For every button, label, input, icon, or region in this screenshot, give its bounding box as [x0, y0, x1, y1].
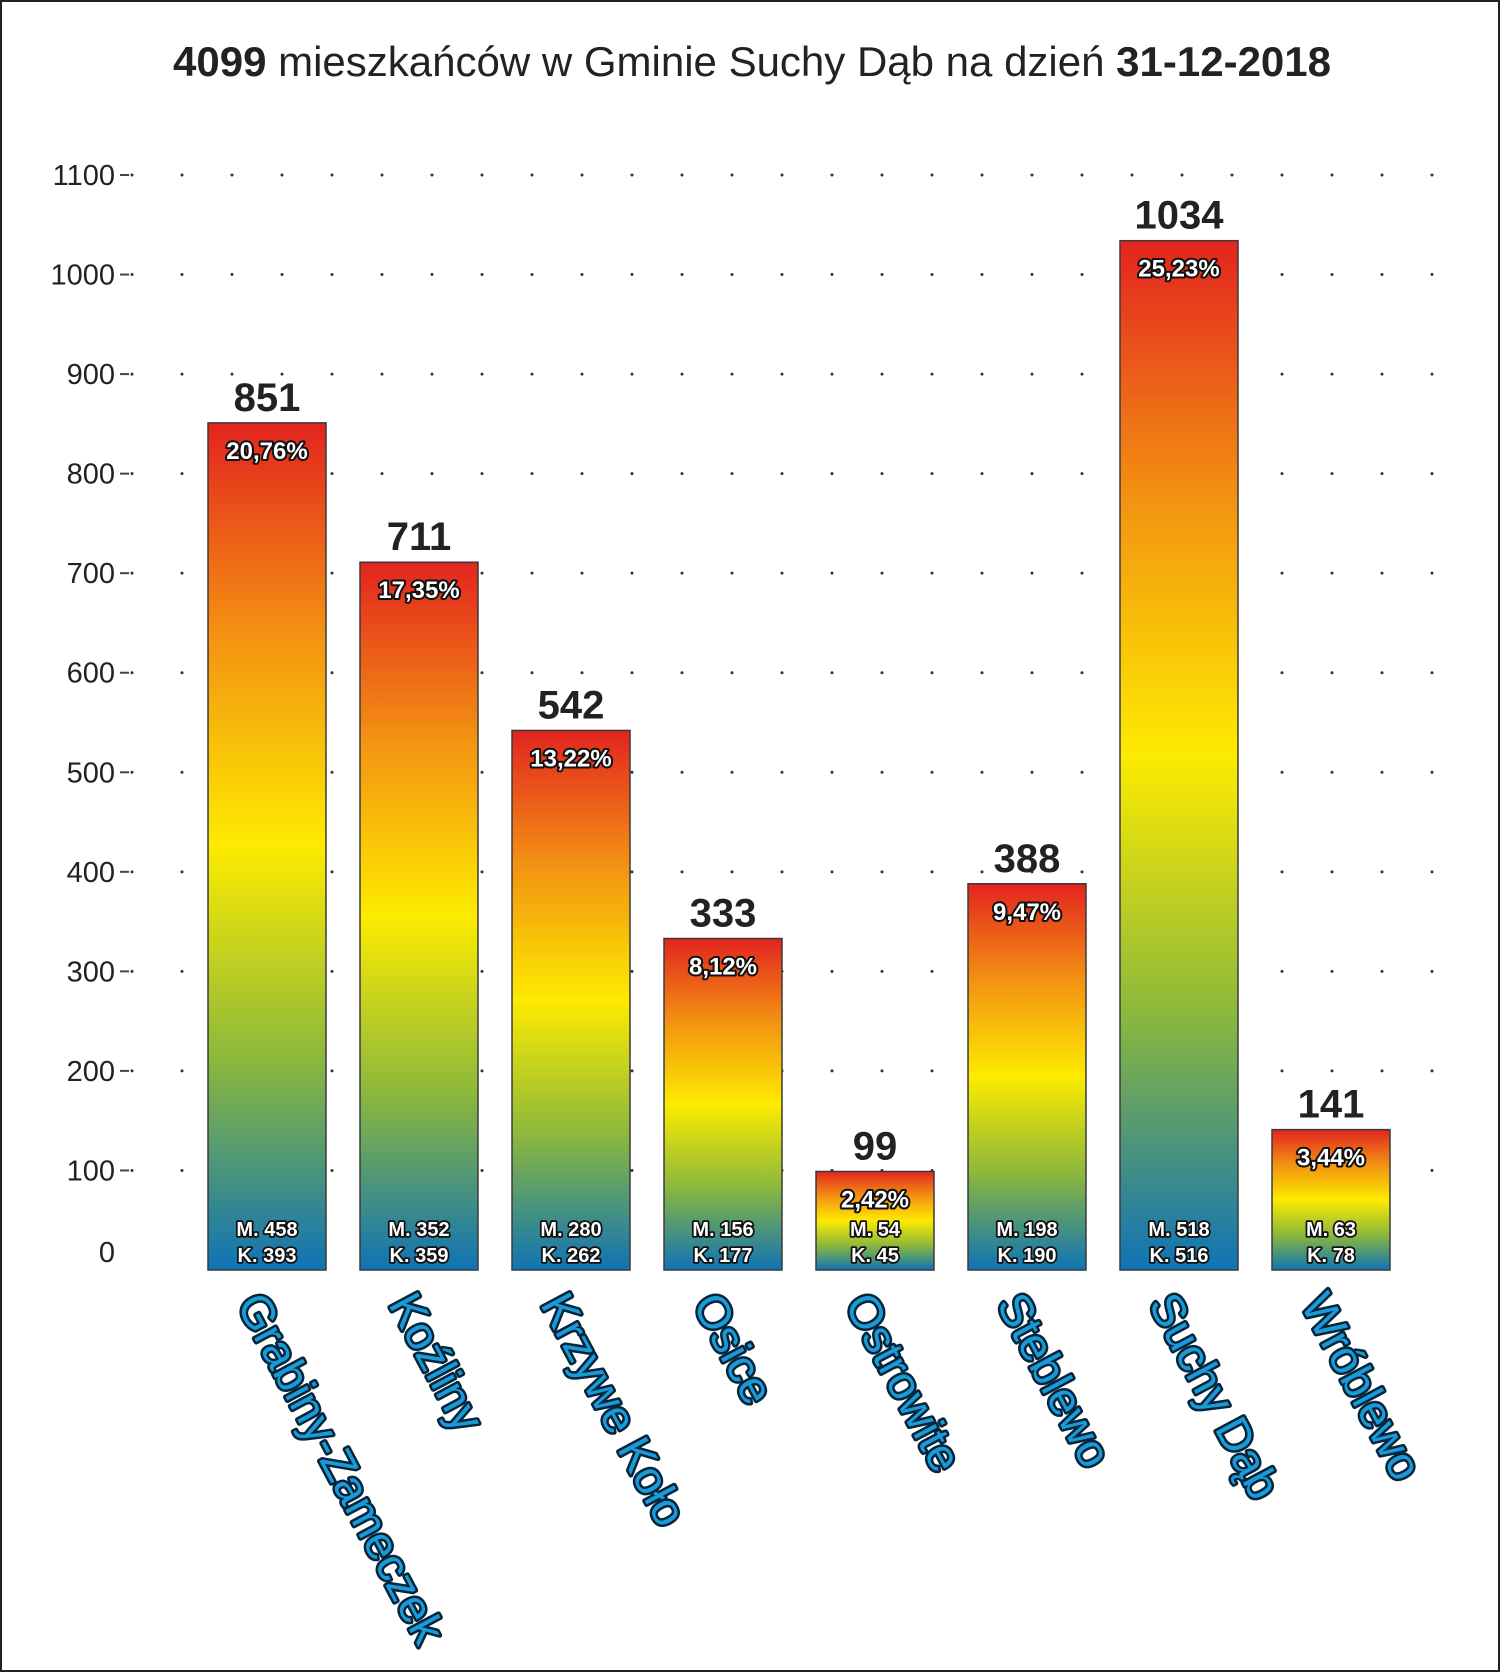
bar [511, 729, 631, 1271]
bar [1119, 239, 1239, 1271]
bar-value-label: 542 [538, 683, 605, 727]
bar-percent-label: 8,12% [689, 954, 757, 981]
bar-women-label: K. 190 [998, 1245, 1057, 1267]
bar-men-label: M. 458 [236, 1219, 297, 1241]
bar-value-label: 99 [853, 1124, 898, 1168]
bar-women-label: K. 393 [238, 1245, 297, 1267]
bar [1271, 1128, 1391, 1271]
title-text: mieszkańców w Gminie Suchy Dąb na dzień [278, 38, 1105, 85]
bar [207, 422, 327, 1271]
title-count: 4099 [173, 38, 267, 85]
bar-percent-label: 25,23% [1138, 256, 1219, 283]
bar-value-label: 851 [234, 376, 301, 420]
x-category-label: Krzywe Koło [531, 1284, 697, 1534]
y-tick-label: 400 [67, 857, 115, 889]
y-tick-label: 600 [67, 658, 115, 690]
y-tick-label: 700 [67, 558, 115, 590]
bar-percent-label: 9,47% [993, 899, 1061, 926]
bar-percent-label: 17,35% [378, 577, 459, 604]
bar-men-label: M. 518 [1148, 1219, 1209, 1241]
bar-group: 711 17,35% M. 352 K. 359 [359, 515, 479, 1271]
bar-women-label: K. 45 [851, 1245, 899, 1267]
y-tick-label: 100 [67, 1155, 115, 1187]
x-category-label: Suchy Dąb [1139, 1284, 1291, 1507]
y-tick-label: 900 [67, 359, 115, 391]
y-tick-label: 1000 [50, 260, 115, 292]
bar-group: 542 13,22% M. 280 K. 262 [511, 683, 631, 1271]
bar-men-label: M. 352 [388, 1219, 449, 1241]
x-category-label: Steblewo [987, 1284, 1122, 1475]
bar-group: 333 8,12% M. 156 K. 177 [663, 892, 783, 1271]
y-tick-label: 0 [99, 1237, 115, 1269]
bar-men-label: M. 198 [996, 1219, 1057, 1241]
bar-value-label: 388 [994, 837, 1061, 881]
bar-percent-label: 13,22% [530, 745, 611, 772]
bar-value-label: 711 [387, 515, 452, 559]
bar-men-label: M. 156 [692, 1219, 753, 1241]
bar [663, 937, 783, 1271]
bar [967, 883, 1087, 1271]
bar-value-label: 1034 [1135, 194, 1225, 238]
bar-women-label: K. 516 [1150, 1245, 1209, 1267]
bar-group: 99 2,42% M. 54 K. 45 [815, 1124, 935, 1271]
bar-women-label: K. 177 [694, 1245, 753, 1267]
y-tick-label: 200 [67, 1056, 115, 1088]
bar-percent-label: 20,76% [226, 438, 307, 465]
grid [130, 173, 1474, 1172]
x-category-label: Osice [683, 1284, 784, 1412]
bar-group: 851 20,76% M. 458 K. 393 [207, 376, 327, 1271]
bar-percent-label: 2,42% [841, 1186, 909, 1213]
y-tick-label: 800 [67, 459, 115, 491]
bar-women-label: K. 78 [1307, 1245, 1355, 1267]
bar-group: 1034 25,23% M. 518 K. 516 [1119, 194, 1239, 1271]
bar-percent-label: 3,44% [1297, 1145, 1365, 1172]
y-axis: 0 100 200 300 400 500 600 700 800 900 1000 1100 [50, 160, 129, 1269]
bar-value-label: 141 [1298, 1083, 1365, 1127]
bar-men-label: M. 54 [850, 1219, 901, 1241]
y-tick-label: 500 [67, 757, 115, 789]
bar [359, 561, 479, 1271]
bar [815, 1170, 935, 1271]
bar-group: 388 9,47% M. 198 K. 190 [967, 837, 1087, 1271]
bar-women-label: K. 359 [390, 1245, 449, 1267]
bars: 851 20,76% M. 458 K. 393 711 17,35% M. 352 K. 3… [207, 194, 1391, 1271]
y-tick-label: 1100 [53, 160, 115, 192]
x-category-label: Wróblewo [1291, 1284, 1433, 1488]
bar-women-label: K. 262 [542, 1245, 601, 1267]
x-category-label: Ostrowite [835, 1284, 972, 1480]
bar-men-label: M. 63 [1306, 1219, 1356, 1241]
chart-title: 4099 mieszkańców w Gminie Suchy Dąb na d… [2, 38, 1500, 86]
bar-value-label: 333 [690, 892, 757, 936]
y-tick-label: 300 [67, 956, 115, 988]
bar-group: 141 3,44% M. 63 K. 78 [1271, 1083, 1391, 1271]
x-category-label: Koźliny [379, 1284, 495, 1439]
bar-men-label: M. 280 [540, 1219, 601, 1241]
title-date: 31-12-2018 [1116, 38, 1331, 85]
